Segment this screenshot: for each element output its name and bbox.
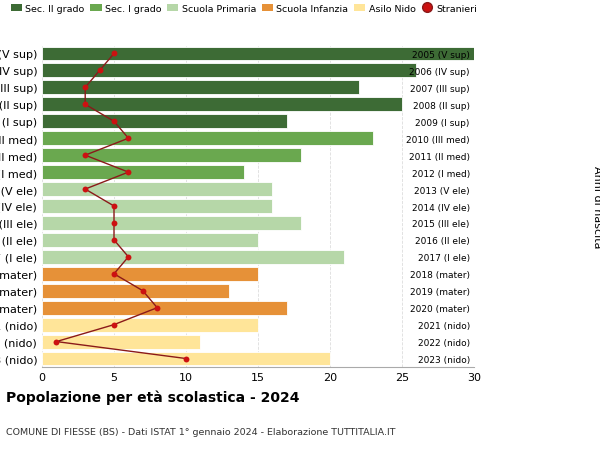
Point (152, 304, 162, 312)
Bar (42, 81, 359, 95)
Point (109, 237, 119, 244)
Point (80, 186, 90, 193)
Point (80, 152, 90, 159)
Bar (42, 335, 200, 349)
Point (109, 270, 119, 278)
Point (124, 169, 133, 176)
Point (95, 67, 104, 75)
Point (80, 84, 90, 92)
Bar (42, 234, 258, 247)
Bar (42, 64, 416, 78)
Bar (42, 352, 330, 366)
Point (124, 254, 133, 261)
Bar (42, 115, 287, 129)
Bar (42, 47, 474, 62)
Text: Popolazione per età scolastica - 2024: Popolazione per età scolastica - 2024 (6, 390, 299, 405)
Bar (42, 98, 402, 112)
Point (109, 321, 119, 329)
Bar (42, 267, 258, 281)
Legend: Sec. II grado, Sec. I grado, Scuola Primaria, Scuola Infanzia, Asilo Nido, Stran: Sec. II grado, Sec. I grado, Scuola Prim… (11, 5, 476, 14)
Bar (42, 301, 287, 315)
Point (109, 220, 119, 227)
Bar (42, 284, 229, 298)
Text: Anni di nascita: Anni di nascita (592, 165, 600, 248)
Point (52, 338, 61, 346)
Bar (42, 166, 244, 179)
Point (124, 135, 133, 143)
Text: COMUNE DI FIESSE (BS) - Dati ISTAT 1° gennaio 2024 - Elaborazione TUTTITALIA.IT: COMUNE DI FIESSE (BS) - Dati ISTAT 1° ge… (6, 427, 395, 436)
Point (138, 287, 148, 295)
Bar (42, 200, 272, 213)
Point (181, 355, 191, 363)
Point (109, 50, 119, 58)
Bar (42, 250, 344, 264)
Bar (42, 318, 258, 332)
Point (109, 203, 119, 210)
Bar (42, 217, 301, 230)
Bar (42, 132, 373, 146)
Point (109, 118, 119, 126)
Bar (42, 183, 272, 196)
Bar (42, 149, 301, 163)
Point (80, 101, 90, 109)
